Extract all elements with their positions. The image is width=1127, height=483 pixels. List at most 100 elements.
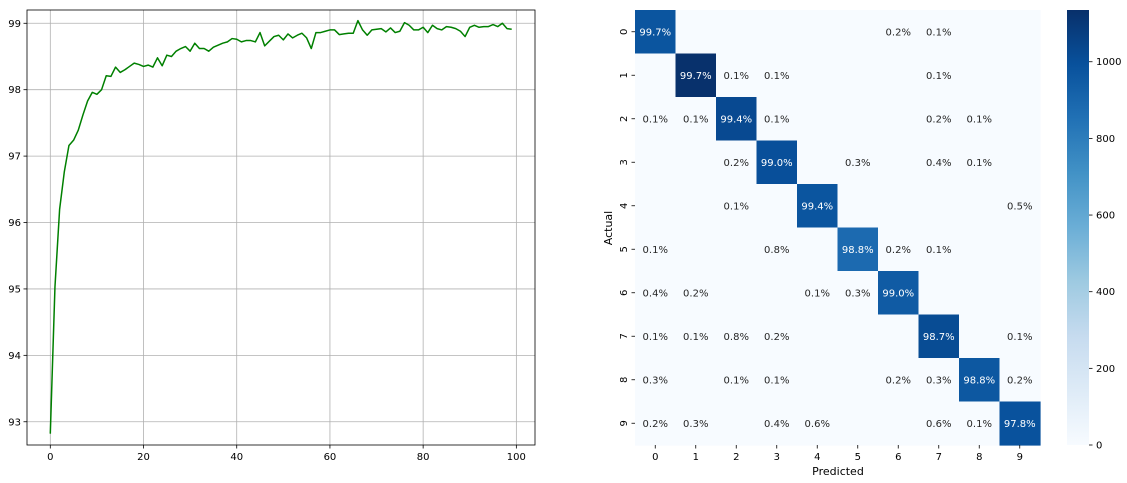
heatmap-cell-label: 99.7% xyxy=(639,27,671,38)
heatmap-cell xyxy=(878,184,920,229)
heatmap-cell xyxy=(756,10,798,55)
heatmap-y-tick-label: 7 xyxy=(619,333,630,339)
heatmap-cell-label: 0.2% xyxy=(643,419,668,430)
heatmap-cell xyxy=(918,140,960,185)
heatmap-cell xyxy=(756,140,798,185)
heatmap-cell xyxy=(878,271,920,316)
heatmap-cell xyxy=(959,53,1001,98)
heatmap-cell xyxy=(878,10,920,55)
heatmap-cell xyxy=(959,97,1001,142)
heatmap-cell xyxy=(797,271,839,316)
heatmap-cell-label: 0.1% xyxy=(926,245,951,256)
heatmap-y-tick-label: 4 xyxy=(619,203,630,209)
heatmap-cell xyxy=(999,314,1041,359)
heatmap-cell xyxy=(797,53,839,98)
heatmap-cell-label: 0.1% xyxy=(643,245,668,256)
heatmap-cell-label: 0.2% xyxy=(886,375,911,386)
heatmap-x-tick-label: 0 xyxy=(652,452,658,463)
heatmap-colorbar: 0 200 400 600 800 1000 xyxy=(1067,10,1121,452)
heatmap-cell xyxy=(999,358,1041,403)
heatmap-cell xyxy=(878,401,920,446)
heatmap-cell-label: 0.4% xyxy=(926,158,951,169)
heatmap-cell xyxy=(918,271,960,316)
heatmap-cell xyxy=(999,401,1041,446)
heatmap-cell xyxy=(675,53,717,98)
heatmap-cell-label: 0.8% xyxy=(764,245,789,256)
heatmap-cell-label: 0.3% xyxy=(845,158,870,169)
heatmap-cell xyxy=(797,140,839,185)
colorbar-ticks: 0 200 400 600 800 1000 xyxy=(1089,57,1121,452)
heatmap-cell xyxy=(675,97,717,142)
heatmap-cell-label: 99.0% xyxy=(761,158,793,169)
heatmap-x-tick-label: 9 xyxy=(1017,452,1023,463)
heatmap-cell xyxy=(675,227,717,272)
x-tick-label: 60 xyxy=(324,452,337,463)
heatmap-x-tick-label: 6 xyxy=(895,452,901,463)
heatmap-cell-label: 0.3% xyxy=(845,288,870,299)
heatmap-cell xyxy=(918,227,960,272)
heatmap-cell xyxy=(878,358,920,403)
heatmap-cell-label: 99.4% xyxy=(801,201,833,212)
heatmap-cell xyxy=(756,401,798,446)
heatmap-x-tick-label: 5 xyxy=(855,452,861,463)
heatmap-x-tick-label: 1 xyxy=(693,452,699,463)
heatmap-cell xyxy=(635,271,677,316)
heatmap-cell-label: 0.2% xyxy=(886,245,911,256)
heatmap-cell-label: 0.1% xyxy=(1007,332,1032,343)
heatmap-cell xyxy=(959,10,1001,55)
accuracy-line-chart: 0 20 40 60 80 100 93 94 95 96 97 98 99 xyxy=(8,9,536,463)
heatmap-x-tick-label: 2 xyxy=(733,452,739,463)
heatmap-cell-label: 0.1% xyxy=(805,288,830,299)
heatmap-cell xyxy=(675,271,717,316)
x-tick-label: 0 xyxy=(47,452,53,463)
heatmap-cell-label: 0.6% xyxy=(926,419,951,430)
heatmap-cell xyxy=(837,401,879,446)
confusion-matrix-heatmap: 99.7% 0.2% 0.1%99.7% 0.1% 0.1% 0.1%0.1% 0.1% 99… xyxy=(602,10,1041,478)
heatmap-cell-label: 0.1% xyxy=(764,71,789,82)
heatmap-cell xyxy=(918,53,960,98)
colorbar-tick-label: 200 xyxy=(1096,364,1115,375)
heatmap-cells: 99.7% 0.2% 0.1% 99.7% 0.1% 0.1% 0.1% 0.1% 0.1% 99… xyxy=(635,10,1041,446)
y-tick-label: 99 xyxy=(8,19,21,30)
heatmap-cell-label: 0.8% xyxy=(724,332,749,343)
heatmap-cell-label: 98.8% xyxy=(842,245,874,256)
colorbar-tick-label: 400 xyxy=(1096,287,1115,298)
y-tick-label: 96 xyxy=(8,218,21,229)
heatmap-cell-label: 0.1% xyxy=(683,332,708,343)
heatmap-cell xyxy=(837,271,879,316)
heatmap-cell xyxy=(716,227,758,272)
heatmap-x-tick-label: 4 xyxy=(814,452,820,463)
colorbar-gradient xyxy=(1067,10,1089,445)
heatmap-y-tick-label: 5 xyxy=(619,246,630,252)
heatmap-cell-label: 0.2% xyxy=(1007,375,1032,386)
heatmap-x-tick-label: 8 xyxy=(976,452,982,463)
heatmap-cell-label: 0.1% xyxy=(967,419,992,430)
heatmap-cell xyxy=(635,227,677,272)
heatmap-cell xyxy=(999,53,1041,98)
x-tick-label: 100 xyxy=(507,452,526,463)
heatmap-cell xyxy=(716,358,758,403)
heatmap-cell xyxy=(959,358,1001,403)
heatmap-cell xyxy=(716,314,758,359)
heatmap-cell-label: 0.2% xyxy=(926,114,951,125)
heatmap-cell xyxy=(918,184,960,229)
y-tick-label: 95 xyxy=(8,284,21,295)
heatmap-cell xyxy=(797,227,839,272)
heatmap-y-tick-label: 9 xyxy=(619,420,630,426)
heatmap-y-tick-label: 8 xyxy=(619,377,630,383)
y-tick-label: 97 xyxy=(8,152,21,163)
heatmap-cell xyxy=(837,97,879,142)
heatmap-cell xyxy=(635,53,677,98)
heatmap-cell-label: 0.4% xyxy=(764,419,789,430)
heatmap-cell xyxy=(837,314,879,359)
heatmap-cell xyxy=(675,314,717,359)
heatmap-cell-label: 99.4% xyxy=(720,114,752,125)
heatmap-cell xyxy=(999,140,1041,185)
heatmap-cell xyxy=(837,358,879,403)
heatmap-cell xyxy=(918,97,960,142)
heatmap-cell xyxy=(837,10,879,55)
heatmap-cell xyxy=(635,184,677,229)
heatmap-cell xyxy=(918,314,960,359)
heatmap-cell-label: 0.1% xyxy=(724,71,749,82)
